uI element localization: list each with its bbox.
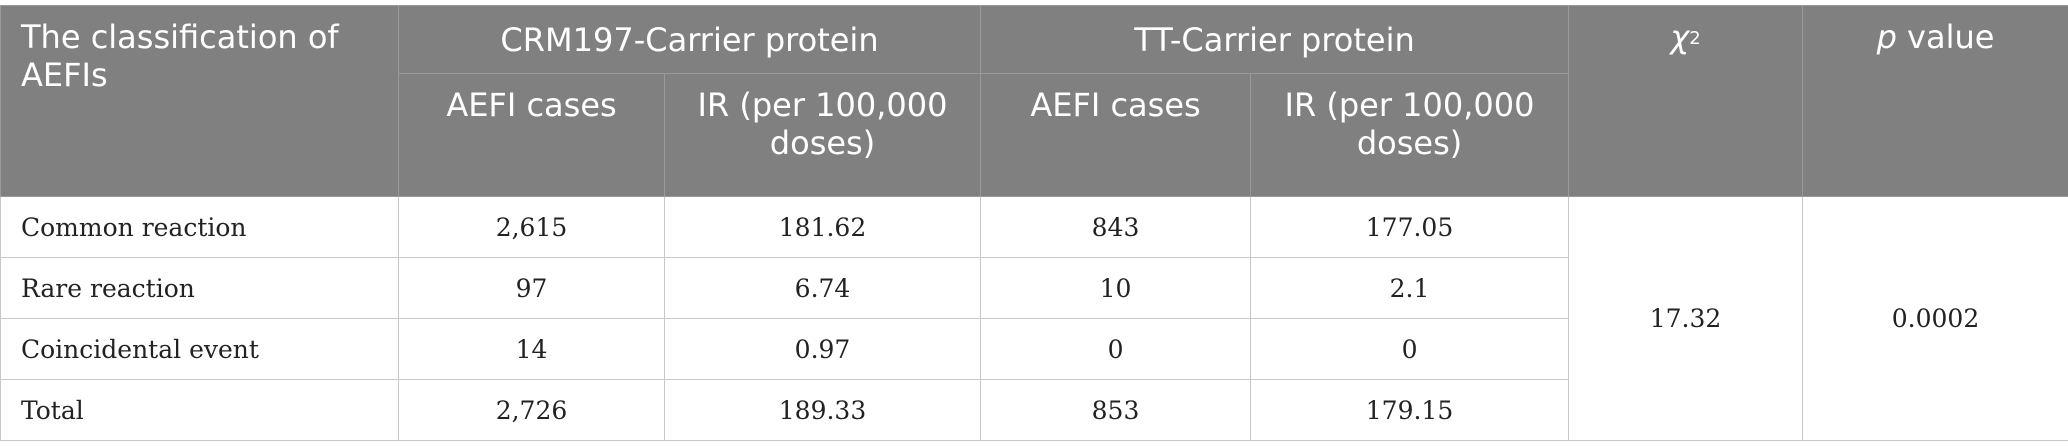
header-p-value: p value (1802, 5, 2068, 197)
crm-cases-cell: 14 (398, 318, 665, 380)
table-body: Common reaction 2,615 181.62 843 177.05 … (0, 196, 2068, 441)
tt-cases-cell: 843 (980, 196, 1252, 258)
chi-superscript: 2 (1689, 28, 1701, 49)
row-label: Rare reaction (0, 257, 399, 319)
table-header: The classification of AEFIs CRM197-Carri… (0, 5, 2068, 197)
table-row-total: Total 2,726 189.33 853 179.15 (0, 379, 2068, 441)
crm-cases-cell: 2,726 (398, 379, 665, 441)
row-label: Common reaction (0, 196, 399, 258)
crm-ir-cell: 181.62 (663, 196, 982, 258)
table-row: Common reaction 2,615 181.62 843 177.05 … (0, 196, 2068, 441)
crm-ir-cell: 189.33 (663, 379, 982, 441)
aefi-classification-table: The classification of AEFIs CRM197-Carri… (0, 5, 2068, 441)
chi-symbol: χ (1670, 18, 1690, 56)
header-crm197-group: CRM197-Carrier protein (397, 5, 982, 74)
p-italic: p (1876, 18, 1897, 56)
crm-ir-cell: 0.97 (663, 318, 982, 380)
tt-cases-cell: 853 (980, 379, 1252, 441)
row-label: Coincidental event (0, 318, 399, 380)
tt-ir-cell: 0 (1250, 318, 1570, 380)
crm-cases-cell: 97 (398, 257, 665, 319)
tt-cases-cell: 10 (980, 257, 1252, 319)
table-row: Coincidental event 14 0.97 0 0 (0, 318, 2068, 380)
header-crm-ir: IR (per 100,000 doses) (663, 73, 982, 197)
header-crm-aefi-cases: AEFI cases (398, 73, 665, 197)
tt-ir-cell: 179.15 (1250, 379, 1570, 441)
header-tt-aefi-cases: AEFI cases (980, 73, 1252, 197)
header-tt-group: TT-Carrier protein (980, 5, 1570, 74)
header-chi-square: χ2 (1568, 5, 1804, 197)
p-value-word: value (1896, 18, 1995, 56)
tt-ir-cell: 177.05 (1250, 196, 1570, 258)
crm-cases-cell: 2,615 (398, 196, 665, 258)
row-label: Total (0, 379, 399, 441)
tt-ir-cell: 2.1 (1250, 257, 1570, 319)
header-tt-ir: IR (per 100,000 doses) (1250, 73, 1570, 197)
p-value-cell: 0.0002 (1802, 196, 2068, 441)
header-classification: The classification of AEFIs (0, 5, 399, 197)
tt-cases-cell: 0 (980, 318, 1252, 380)
chi-square-value: 17.32 (1568, 196, 1804, 441)
crm-ir-cell: 6.74 (663, 257, 982, 319)
